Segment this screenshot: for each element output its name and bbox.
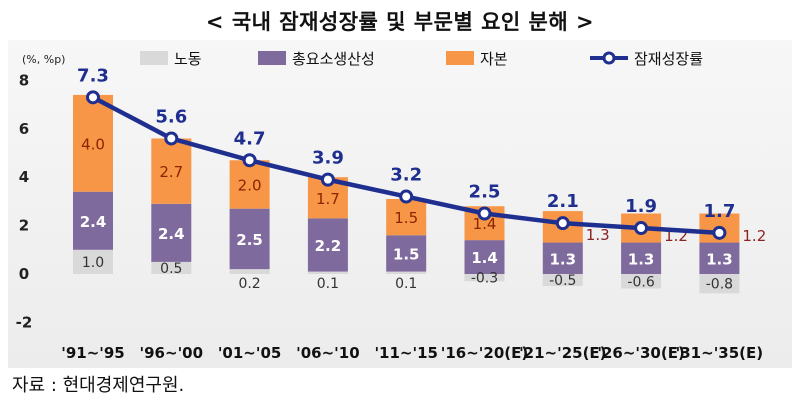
data-label-tfp: 2.2 <box>315 237 342 255</box>
data-label-tfp: 2.4 <box>80 213 107 231</box>
data-label-capital: 2.7 <box>159 163 183 181</box>
bar-labor <box>151 261 192 274</box>
x-tick-label: '31~'35(E) <box>676 344 763 362</box>
bar-capital <box>229 160 270 209</box>
data-label-tfp: 2.5 <box>236 231 263 249</box>
line-point-potential <box>320 172 335 187</box>
line-point-potential <box>164 131 179 146</box>
data-label-labor: 0.5 <box>160 261 182 277</box>
data-label-potential: 1.7 <box>703 201 735 222</box>
data-label-tfp: 1.3 <box>706 250 733 268</box>
x-tick-label: '06~'10 <box>296 344 360 362</box>
bar-tfp <box>621 242 662 274</box>
y-tick-label: 4 <box>19 168 29 186</box>
data-label-capital: 1.7 <box>316 190 340 208</box>
x-tick-label: '16~'20(E) <box>441 344 528 362</box>
data-label-potential: 2.1 <box>547 191 579 212</box>
legend-label: 자본 <box>480 50 508 68</box>
data-label-capital: 2.0 <box>238 176 262 194</box>
legend-label: 노동 <box>174 50 202 68</box>
legend-swatch <box>446 51 474 65</box>
line-point-potential <box>86 90 100 105</box>
y-tick-label: 8 <box>19 71 29 89</box>
data-label-potential: 4.7 <box>234 128 266 149</box>
bar-capital <box>151 138 192 204</box>
bar-tfp <box>307 218 348 272</box>
data-label-capital: 1.3 <box>586 226 610 244</box>
x-tick-label: '26~'30(E) <box>597 344 684 362</box>
data-label-labor: 0.2 <box>238 276 260 292</box>
line-point-potential <box>712 225 727 240</box>
bar-labor <box>307 271 348 274</box>
bar-capital <box>386 198 427 236</box>
data-label-capital: 1.5 <box>394 209 418 227</box>
legend-swatch <box>258 51 286 65</box>
data-label-labor: -0.3 <box>471 271 498 287</box>
bar-tfp <box>151 203 192 262</box>
data-label-capital: 4.0 <box>81 135 105 153</box>
bar-tfp <box>699 242 740 274</box>
bar-tfp <box>386 235 427 272</box>
y-tick-label: 2 <box>19 217 29 235</box>
data-label-labor: 0.1 <box>395 276 417 292</box>
line-point-potential <box>399 189 414 204</box>
legend-swatch <box>140 51 168 65</box>
data-label-capital: 1.2 <box>742 227 766 245</box>
data-label-tfp: 2.4 <box>158 225 185 243</box>
data-label-tfp: 1.5 <box>393 245 420 263</box>
bar-tfp <box>464 240 505 274</box>
bar-labor <box>73 249 113 274</box>
data-label-labor: -0.5 <box>549 273 576 289</box>
data-label-potential: 5.6 <box>155 106 187 127</box>
data-label-tfp: 1.4 <box>471 249 498 267</box>
data-label-potential: 1.9 <box>625 196 657 217</box>
data-label-potential: 3.9 <box>312 148 344 169</box>
bar-labor <box>464 274 505 282</box>
bar-labor <box>621 274 662 289</box>
bar-labor <box>699 274 740 294</box>
data-label-labor: -0.6 <box>627 274 654 290</box>
bar-labor <box>542 274 583 287</box>
bar-tfp <box>229 208 270 270</box>
legend-label: 잠재성장률 <box>634 50 703 68</box>
chart-title: < 국내 잠재성장률 및 부문별 요인 분해 > <box>205 10 595 34</box>
y-tick-label: 6 <box>19 120 29 138</box>
data-label-capital: 1.4 <box>473 215 497 233</box>
data-label-potential: 7.3 <box>77 65 109 86</box>
x-tick-label: '91~'95 <box>61 344 125 362</box>
x-tick-label: '96~'00 <box>140 344 204 362</box>
bar-labor <box>386 271 427 274</box>
x-tick-label: '11~'15 <box>374 344 438 362</box>
line-point-potential <box>242 153 257 168</box>
y-tick-label: 0 <box>19 265 29 283</box>
x-tick-label: '01~'05 <box>218 344 282 362</box>
bar-capital <box>73 94 113 192</box>
line-point-potential <box>555 216 570 231</box>
x-tick-label: '21~'25(E) <box>519 344 606 362</box>
bar-labor <box>229 269 270 274</box>
y-tick-label: -2 <box>16 313 33 331</box>
data-label-labor: 1.0 <box>82 255 104 271</box>
legend-marker <box>602 51 616 65</box>
data-label-tfp: 1.3 <box>628 250 655 268</box>
data-label-tfp: 1.3 <box>550 250 577 268</box>
data-label-labor: -0.8 <box>706 277 733 293</box>
bar-tfp <box>542 242 583 274</box>
data-label-potential: 3.2 <box>390 165 422 186</box>
source-note: 자료 : 현대경제연구원. <box>12 375 185 396</box>
y-unit-label: (%, %p) <box>22 53 65 66</box>
bar-tfp <box>73 191 113 250</box>
line-point-potential <box>477 206 492 221</box>
legend-label: 총요소생산성 <box>292 50 375 68</box>
line-point-potential <box>634 221 649 236</box>
data-label-labor: 0.1 <box>317 276 339 292</box>
data-label-potential: 2.5 <box>469 182 501 203</box>
